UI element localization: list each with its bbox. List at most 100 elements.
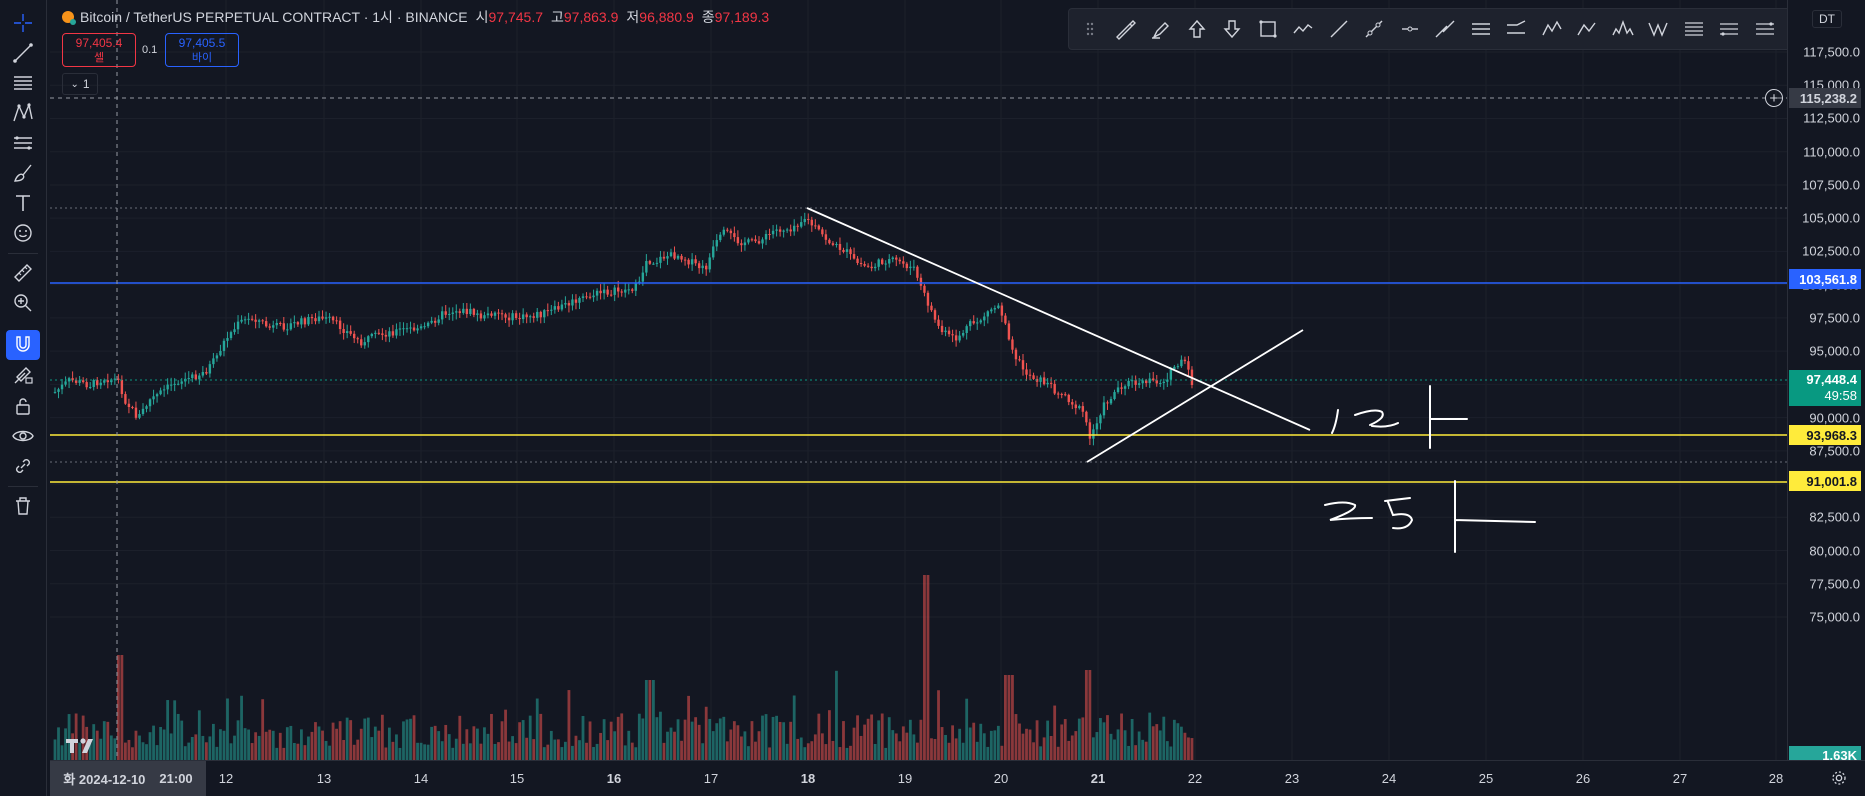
candle-body <box>641 272 645 282</box>
volume-bar <box>352 744 356 760</box>
candle-body <box>961 332 965 336</box>
trash-icon[interactable] <box>6 491 40 521</box>
volume-bar <box>268 729 272 760</box>
volume-bar <box>613 731 617 760</box>
candle-body <box>662 256 666 259</box>
volume-bar <box>264 731 268 760</box>
candle-body <box>958 335 961 341</box>
crosshair-date: 화 2024-12-10 <box>63 772 146 787</box>
candle-body <box>272 325 275 328</box>
flat-top-icon[interactable] <box>1501 15 1531 43</box>
candle-body <box>669 252 673 257</box>
candle-body <box>560 304 564 310</box>
candle-body <box>1078 406 1081 409</box>
elliott-wave-icon[interactable] <box>1537 15 1567 43</box>
volume-bar <box>694 717 698 760</box>
lock-drawings-icon[interactable] <box>6 360 40 390</box>
candle-body <box>353 333 356 339</box>
buy-button[interactable]: 97,405.5 바이 <box>165 33 239 67</box>
candle-body <box>236 321 240 330</box>
rectangle-icon[interactable] <box>1253 15 1283 43</box>
add-alert-icon[interactable]: + <box>1765 89 1783 107</box>
fib-channel-icon[interactable] <box>1750 15 1780 43</box>
highlighter-icon[interactable] <box>1146 15 1176 43</box>
text-icon[interactable] <box>6 188 40 218</box>
tradingview-logo[interactable] <box>64 735 98 760</box>
candle-body <box>676 255 680 259</box>
eye-icon[interactable] <box>6 421 40 451</box>
indicators-toggle[interactable]: ⌄ 1 <box>62 73 98 95</box>
volume-bar <box>648 680 652 760</box>
head-shoulders-icon[interactable] <box>1608 15 1638 43</box>
sell-label: 셀 <box>93 52 105 64</box>
volume-bar <box>849 745 852 760</box>
zoom-in-icon[interactable] <box>6 288 40 318</box>
volume-bar <box>708 718 712 760</box>
arrow-up-icon[interactable] <box>1182 15 1212 43</box>
candle-body <box>173 383 176 385</box>
volume-bar <box>1106 715 1109 760</box>
path-icon[interactable] <box>1288 15 1318 43</box>
volume-bar <box>447 734 451 760</box>
fib-extension-icon[interactable] <box>1714 15 1744 43</box>
sell-button[interactable]: 97,405.4 셀 <box>62 33 136 67</box>
lock-icon[interactable] <box>6 391 40 421</box>
candle-body <box>169 384 173 386</box>
settings-icon[interactable] <box>1831 770 1847 786</box>
abc-pattern-icon[interactable] <box>1572 15 1602 43</box>
volume-bar <box>60 745 64 760</box>
parallel-channel-icon[interactable] <box>1430 15 1460 43</box>
volume-bar <box>680 740 683 760</box>
volume-bar <box>233 735 236 760</box>
time-axis[interactable]: 화 2024-12-10 21:00 12 13 14 15 16 17 18 19 20 21 2… <box>50 760 1865 796</box>
pattern-icon[interactable] <box>6 98 40 128</box>
volume-bar <box>782 722 786 760</box>
candle-body <box>152 396 155 400</box>
volume-bar <box>1088 670 1092 760</box>
candle-body <box>384 334 388 337</box>
candle-body <box>117 378 120 380</box>
symbol-title[interactable]: Bitcoin / TetherUS PERPETUAL CONTRACT · … <box>80 9 468 25</box>
arrow-down-icon[interactable] <box>1217 15 1247 43</box>
horizontal-ray-icon[interactable] <box>1395 15 1425 43</box>
line-icon[interactable] <box>1324 15 1354 43</box>
volume-bar <box>979 723 983 760</box>
volume-bar <box>412 715 416 760</box>
candle-body <box>944 330 947 333</box>
magnet-icon[interactable] <box>6 330 40 360</box>
volume-bar <box>606 740 610 760</box>
grip-icon[interactable] <box>1075 15 1105 43</box>
candle-body <box>265 321 268 327</box>
trend-line-icon[interactable] <box>6 38 40 68</box>
volume-bar <box>1130 718 1134 760</box>
measure-lines-icon[interactable] <box>6 128 40 158</box>
ray-icon[interactable] <box>1359 15 1389 43</box>
volume-bar <box>965 698 969 760</box>
xabcd-icon[interactable] <box>1643 15 1673 43</box>
ruler-icon[interactable] <box>6 258 40 288</box>
candle-body <box>120 379 124 395</box>
candle-body <box>1113 392 1116 400</box>
candle-body <box>486 313 490 316</box>
time-tick: 15 <box>509 771 525 786</box>
crosshair-icon[interactable] <box>6 8 40 38</box>
volume-bar <box>1000 745 1004 760</box>
chart-canvas[interactable] <box>50 0 1787 760</box>
emoji-icon[interactable] <box>6 218 40 248</box>
volume-bar <box>243 728 247 760</box>
candle-body <box>529 316 532 318</box>
fib-icon[interactable] <box>6 68 40 98</box>
brush-icon[interactable] <box>6 158 40 188</box>
volume-bar <box>1127 745 1130 760</box>
volume-bar <box>328 745 331 760</box>
volume-bar <box>81 715 85 760</box>
regression-icon[interactable] <box>1466 15 1496 43</box>
volume-bar <box>947 742 951 760</box>
candle-body <box>268 326 271 328</box>
volume-bar <box>898 741 902 760</box>
link-icon[interactable] <box>6 451 40 481</box>
candle-body <box>571 299 574 306</box>
currency-label[interactable]: DT <box>1812 10 1842 28</box>
pen-icon[interactable] <box>1111 15 1141 43</box>
fib-retracement-icon[interactable] <box>1679 15 1709 43</box>
